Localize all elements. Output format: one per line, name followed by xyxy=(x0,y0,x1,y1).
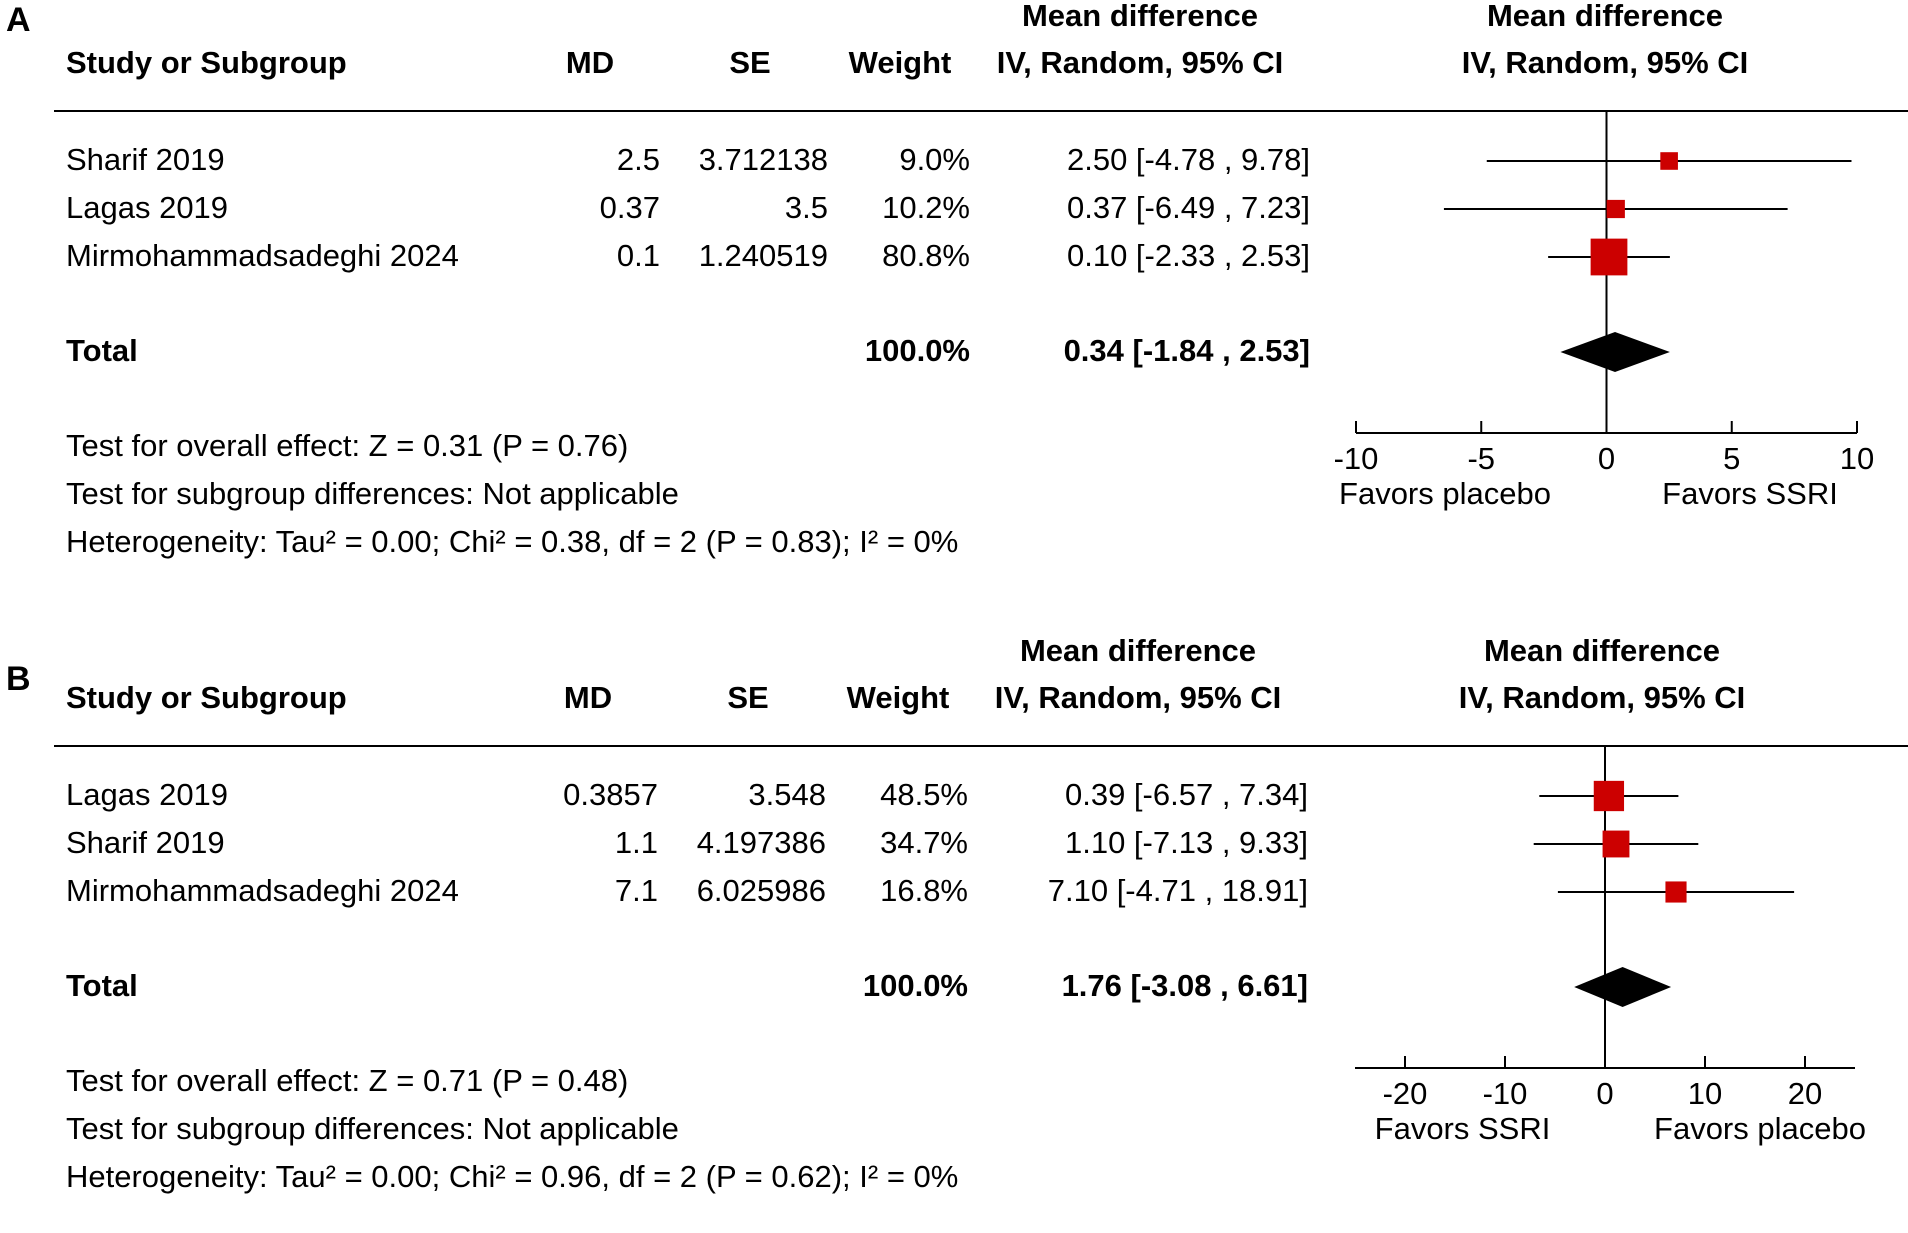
forest-marks: -20 -10 0 10 20 xyxy=(1355,747,1855,1111)
plot-subtitle: IV, Random, 95% CI xyxy=(1458,680,1746,715)
x-axis-tick-label: 20 xyxy=(1788,1076,1822,1111)
study-ci: 0.10 [-2.33 , 2.53] xyxy=(1066,238,1310,273)
overall-effect-test: Test for overall effect: Z = 0.71 (P = 0… xyxy=(66,1063,629,1098)
study-md: 0.1 xyxy=(616,238,660,273)
x-axis-tick-label: -5 xyxy=(1467,441,1495,476)
header-divider xyxy=(54,110,1908,112)
plot-title: Mean difference xyxy=(1483,633,1720,668)
study-weight: 10.2% xyxy=(882,190,970,225)
pooled-effect-diamond xyxy=(1574,967,1672,1007)
study-se: 6.025986 xyxy=(696,873,826,908)
effect-column-subtitle: IV, Random, 95% CI xyxy=(994,680,1282,715)
md-column-header: MD xyxy=(563,680,613,715)
study-se: 3.548 xyxy=(748,777,826,812)
study-weight: 80.8% xyxy=(882,238,970,273)
study-name: Sharif 2019 xyxy=(66,142,225,177)
study-weight: 9.0% xyxy=(899,142,970,177)
study-name: Lagas 2019 xyxy=(66,190,229,225)
overall-effect-test: Test for overall effect: Z = 0.31 (P = 0… xyxy=(66,428,629,463)
study-weight: 16.8% xyxy=(880,873,968,908)
favors-right-label: Favors placebo xyxy=(1654,1111,1866,1146)
forest-plot-panel-b: B Mean difference Mean difference Study … xyxy=(0,633,1908,1233)
favors-left-label: Favors placebo xyxy=(1339,476,1551,511)
x-axis-tick-label: -10 xyxy=(1483,1076,1528,1111)
x-axis-tick-label: 10 xyxy=(1688,1076,1722,1111)
study-ci: 2.50 [-4.78 , 9.78] xyxy=(1066,142,1310,177)
study-column-header: Study or Subgroup xyxy=(66,45,347,80)
forest-plot-panel-a: A Mean difference Mean difference Study … xyxy=(0,0,1908,598)
study-effect-square xyxy=(1665,881,1687,903)
study-effect-square xyxy=(1602,830,1630,858)
study-md: 0.3857 xyxy=(563,777,658,812)
subgroup-differences-test: Test for subgroup differences: Not appli… xyxy=(66,476,679,511)
study-effect-square xyxy=(1590,238,1628,276)
se-column-header: SE xyxy=(729,45,771,80)
forest-marks: -10 -5 0 5 10 xyxy=(1334,112,1874,476)
study-md: 2.5 xyxy=(616,142,660,177)
study-se: 3.712138 xyxy=(698,142,828,177)
study-ci: 1.10 [-7.13 , 9.33] xyxy=(1064,825,1308,860)
study-md: 7.1 xyxy=(614,873,658,908)
x-axis-tick-label: -10 xyxy=(1334,441,1379,476)
study-weight: 34.7% xyxy=(880,825,968,860)
effect-column-title: Mean difference xyxy=(1021,0,1258,33)
study-md: 1.1 xyxy=(614,825,658,860)
study-name: Mirmohammadsadeghi 2024 xyxy=(66,238,459,273)
study-ci: 0.39 [-6.57 , 7.34] xyxy=(1064,777,1308,812)
weight-column-header: Weight xyxy=(846,680,950,715)
study-ci: 7.10 [-4.71 , 18.91] xyxy=(1047,873,1308,908)
total-weight: 100.0% xyxy=(864,333,970,368)
forest-plot-area: -10 -5 0 5 10 xyxy=(1334,112,1874,476)
subgroup-differences-test: Test for subgroup differences: Not appli… xyxy=(66,1111,679,1146)
x-axis-tick-label: -20 xyxy=(1383,1076,1428,1111)
total-label: Total xyxy=(66,968,138,1003)
study-name: Lagas 2019 xyxy=(66,777,229,812)
se-column-header: SE xyxy=(727,680,769,715)
study-effect-square xyxy=(1660,152,1678,170)
panel-label: A xyxy=(6,1,31,39)
study-ci: 0.37 [-6.49 , 7.23] xyxy=(1066,190,1310,225)
study-se: 4.197386 xyxy=(696,825,826,860)
forest-plot-area: -20 -10 0 10 20 xyxy=(1355,747,1855,1111)
plot-title: Mean difference xyxy=(1486,0,1723,33)
favors-left-label: Favors SSRI xyxy=(1374,1111,1551,1146)
study-name: Sharif 2019 xyxy=(66,825,225,860)
header-divider xyxy=(54,745,1908,747)
plot-subtitle: IV, Random, 95% CI xyxy=(1461,45,1749,80)
study-se: 1.240519 xyxy=(698,238,828,273)
effect-column-title: Mean difference xyxy=(1019,633,1256,668)
x-axis-tick-label: 0 xyxy=(1596,1076,1613,1111)
md-column-header: MD xyxy=(565,45,615,80)
panel-label: B xyxy=(6,660,31,698)
total-ci: 1.76 [-3.08 , 6.61] xyxy=(1061,968,1308,1003)
pooled-effect-diamond xyxy=(1560,332,1670,372)
heterogeneity-stats: Heterogeneity: Tau² = 0.00; Chi² = 0.38,… xyxy=(66,524,959,559)
x-axis-tick-label: 10 xyxy=(1840,441,1874,476)
study-effect-square xyxy=(1593,780,1625,812)
study-weight: 48.5% xyxy=(880,777,968,812)
total-label: Total xyxy=(66,333,138,368)
weight-column-header: Weight xyxy=(848,45,952,80)
x-axis-tick-label: 5 xyxy=(1723,441,1740,476)
study-se: 3.5 xyxy=(784,190,828,225)
favors-right-label: Favors SSRI xyxy=(1662,476,1838,511)
heterogeneity-stats: Heterogeneity: Tau² = 0.00; Chi² = 0.96,… xyxy=(66,1159,959,1194)
effect-column-subtitle: IV, Random, 95% CI xyxy=(996,45,1284,80)
study-name: Mirmohammadsadeghi 2024 xyxy=(66,873,459,908)
study-md: 0.37 xyxy=(599,190,660,225)
total-ci: 0.34 [-1.84 , 2.53] xyxy=(1063,333,1310,368)
x-axis-tick-label: 0 xyxy=(1598,441,1615,476)
study-column-header: Study or Subgroup xyxy=(66,680,347,715)
study-effect-square xyxy=(1606,199,1625,219)
total-weight: 100.0% xyxy=(862,968,968,1003)
